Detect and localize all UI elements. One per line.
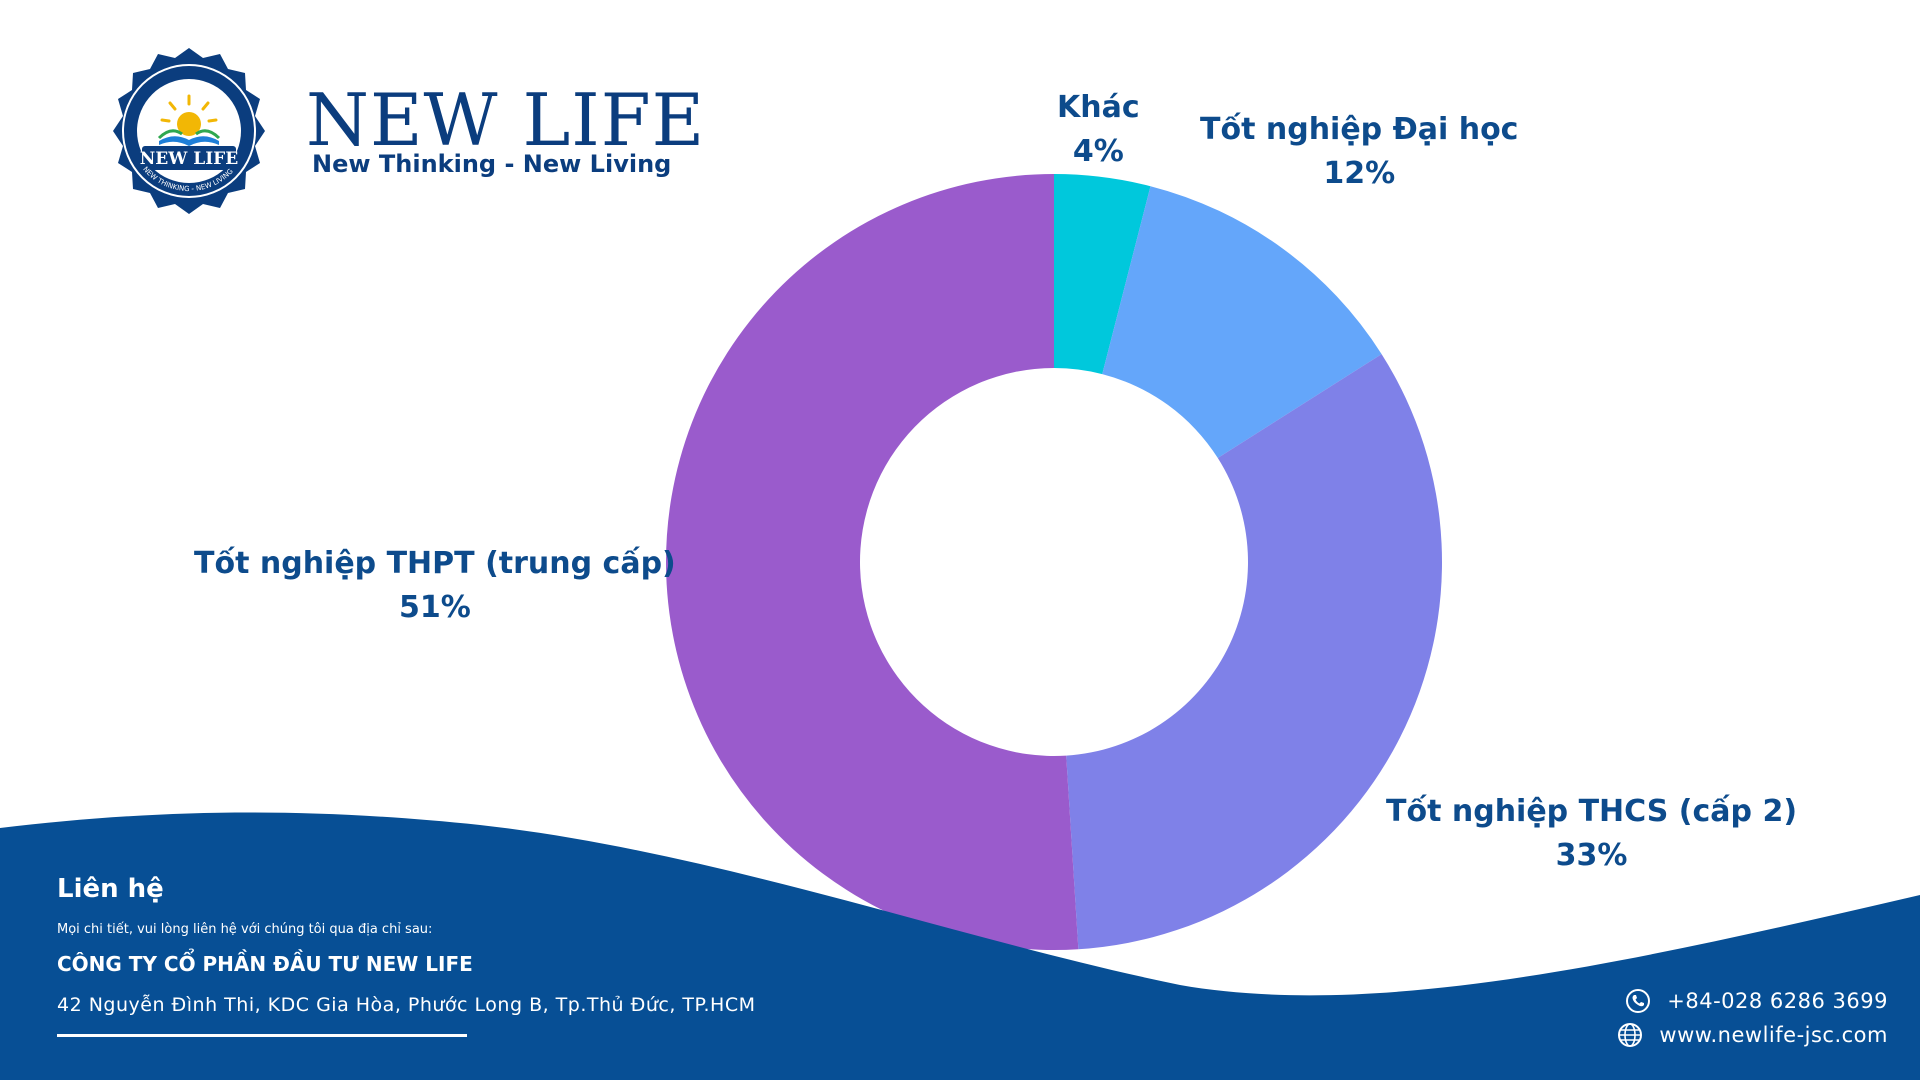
phone-icon	[1626, 989, 1651, 1013]
open-book-icon	[159, 136, 219, 146]
badge-text: NEW LIFE	[140, 149, 238, 169]
slice-label-category: Khác	[1057, 90, 1140, 125]
phone-number: +84-028 6286 3699	[1667, 989, 1888, 1013]
website-link[interactable]: www.newlife-jsc.com	[1617, 1022, 1888, 1048]
slice-label-category: Tốt nghiệp THCS (cấp 2)	[1386, 794, 1798, 829]
slice-label-value: 33%	[1555, 838, 1628, 873]
contact-note: Mọi chi tiết, vui lòng liên hệ với chúng…	[57, 922, 433, 937]
slice-dai-hoc	[1102, 186, 1382, 459]
slice-label-khac: Khác 4%	[1057, 86, 1140, 174]
company-address: 42 Nguyễn Đình Thi, KDC Gia Hòa, Phước L…	[57, 994, 756, 1016]
slice-thcs	[1066, 354, 1442, 950]
slice-label-value: 51%	[398, 590, 471, 625]
slice-label-thpt: Tốt nghiệp THPT (trung cấp) 51%	[194, 542, 676, 630]
slice-label-value: 4%	[1072, 134, 1124, 169]
slice-thpt	[665, 174, 1079, 951]
address-divider	[57, 1034, 467, 1037]
website-url: www.newlife-jsc.com	[1659, 1023, 1888, 1047]
slice-label-thcs: Tốt nghiệp THCS (cấp 2) 33%	[1386, 790, 1797, 878]
slice-label-dai-hoc: Tốt nghiệp Đại học 12%	[1200, 108, 1518, 196]
slice-khac	[1054, 174, 1151, 375]
slice-label-value: 12%	[1323, 156, 1396, 191]
phone-contact[interactable]: +84-028 6286 3699	[1625, 988, 1888, 1014]
brand-tagline: New Thinking - New Living	[312, 150, 672, 178]
company-name: CÔNG TY CỔ PHẦN ĐẦU TƯ NEW LIFE	[57, 952, 473, 976]
slice-label-category: Tốt nghiệp THPT (trung cấp)	[194, 546, 676, 581]
globe-icon	[1618, 1023, 1643, 1047]
slice-label-category: Tốt nghiệp Đại học	[1200, 112, 1519, 147]
brand-name: NEW LIFE	[306, 78, 706, 162]
logo-badge: NEW LIFE NEW THINKING - NEW LIVING	[113, 48, 265, 214]
sun-icon	[160, 94, 218, 136]
contact-heading: Liên hệ	[57, 874, 164, 904]
